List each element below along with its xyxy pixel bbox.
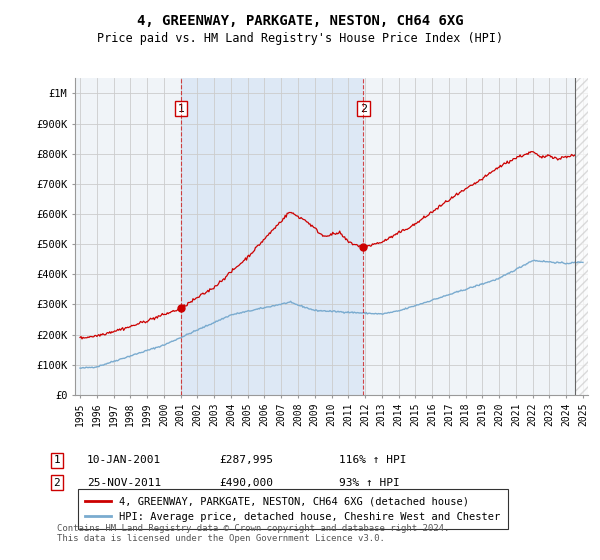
Text: 93% ↑ HPI: 93% ↑ HPI — [339, 478, 400, 488]
Text: 116% ↑ HPI: 116% ↑ HPI — [339, 455, 407, 465]
Text: 2: 2 — [360, 104, 367, 114]
Text: £287,995: £287,995 — [219, 455, 273, 465]
Legend: 4, GREENWAY, PARKGATE, NESTON, CH64 6XG (detached house), HPI: Average price, de: 4, GREENWAY, PARKGATE, NESTON, CH64 6XG … — [77, 489, 508, 529]
Text: 1: 1 — [53, 455, 61, 465]
Bar — [575, 78, 588, 395]
Text: 1: 1 — [178, 104, 185, 114]
Text: 2: 2 — [53, 478, 61, 488]
Text: Contains HM Land Registry data © Crown copyright and database right 2024.
This d: Contains HM Land Registry data © Crown c… — [57, 524, 449, 543]
Text: 4, GREENWAY, PARKGATE, NESTON, CH64 6XG: 4, GREENWAY, PARKGATE, NESTON, CH64 6XG — [137, 14, 463, 28]
Text: 10-JAN-2001: 10-JAN-2001 — [87, 455, 161, 465]
Text: 25-NOV-2011: 25-NOV-2011 — [87, 478, 161, 488]
Text: £490,000: £490,000 — [219, 478, 273, 488]
Text: Price paid vs. HM Land Registry's House Price Index (HPI): Price paid vs. HM Land Registry's House … — [97, 32, 503, 45]
Bar — [181, 78, 364, 395]
